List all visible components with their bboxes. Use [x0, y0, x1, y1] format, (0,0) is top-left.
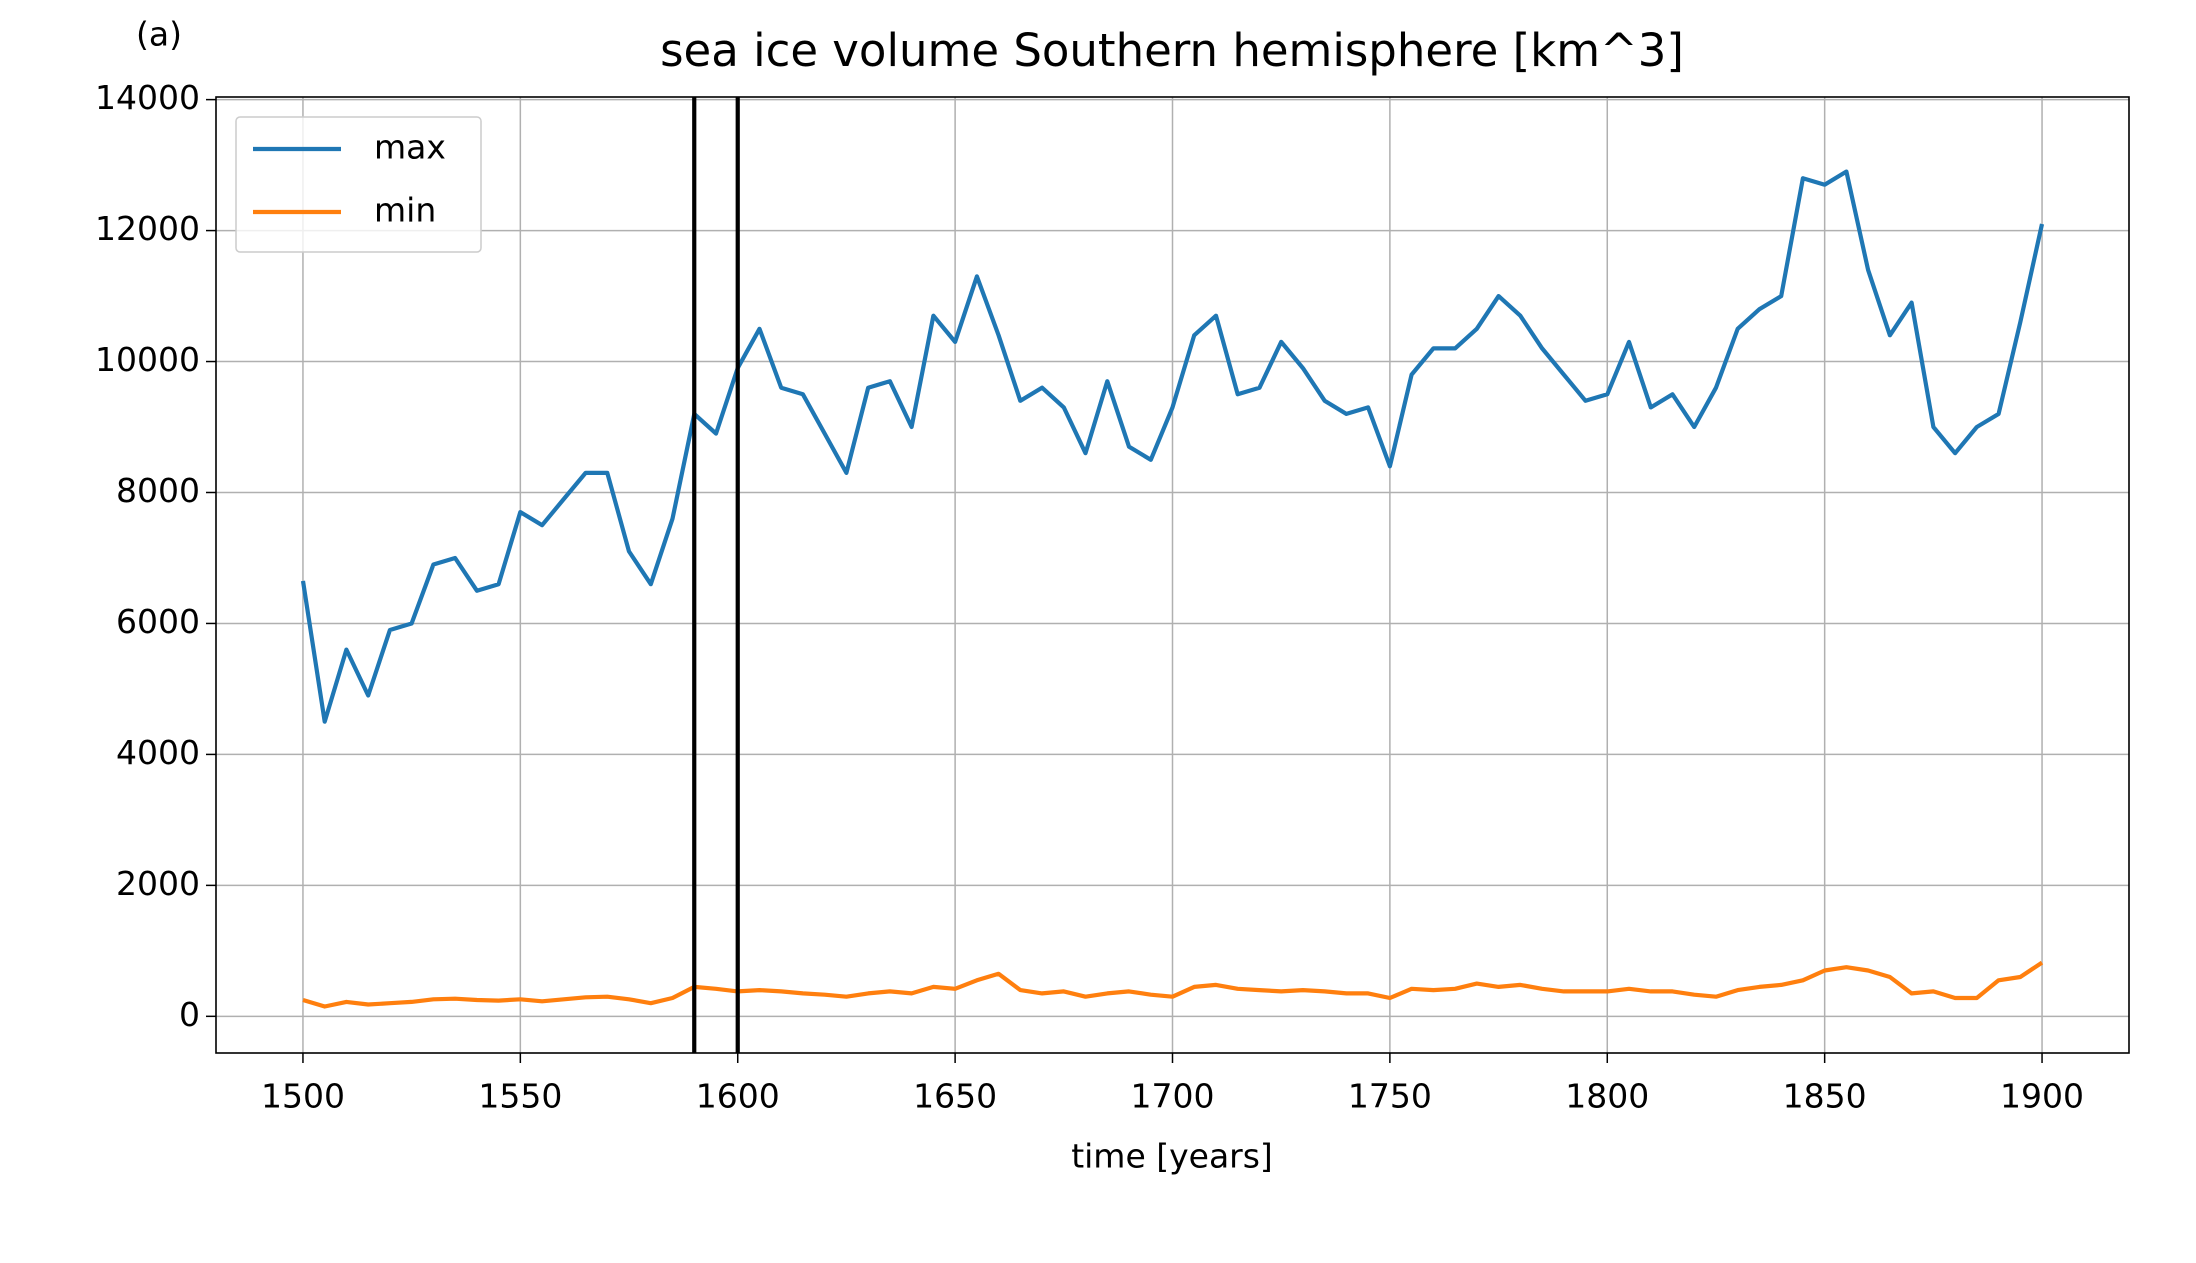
legend-label: max — [374, 128, 446, 167]
x-axis-label: time [years] — [1071, 1137, 1273, 1176]
y-tick-label: 6000 — [116, 602, 200, 641]
y-tick-label: 12000 — [95, 209, 200, 248]
y-tick-label: 4000 — [116, 733, 200, 772]
series-line — [300, 169, 2045, 724]
series-line — [302, 960, 2044, 1009]
x-tick-label: 1750 — [1348, 1077, 1432, 1116]
chart-title: sea ice volume Southern hemisphere [km^3… — [660, 24, 1684, 77]
x-tick-label: 1600 — [696, 1077, 780, 1116]
legend-label: min — [374, 191, 436, 230]
y-tick-label: 0 — [179, 995, 200, 1034]
x-tick-label: 1800 — [1565, 1077, 1649, 1116]
y-tick-label: 2000 — [116, 864, 200, 903]
x-tick-label: 1700 — [1131, 1077, 1215, 1116]
x-tick-label: 1650 — [913, 1077, 997, 1116]
plot-frame — [215, 96, 2130, 1054]
y-tick-label: 8000 — [116, 471, 200, 510]
x-tick-label: 1850 — [1783, 1077, 1867, 1116]
y-tick-label: 14000 — [95, 78, 200, 117]
x-tick-label: 1500 — [261, 1077, 345, 1116]
x-tick-label: 1550 — [478, 1077, 562, 1116]
panel-label: (a) — [136, 15, 182, 54]
y-tick-label: 10000 — [95, 340, 200, 379]
x-tick-label: 1900 — [2000, 1077, 2084, 1116]
